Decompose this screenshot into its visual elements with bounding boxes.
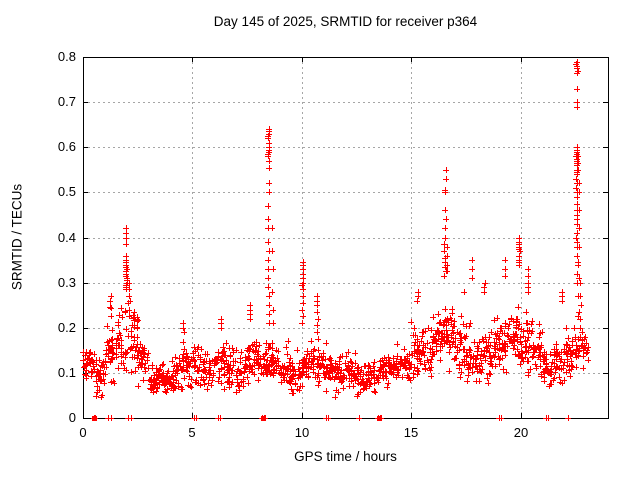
chart-title: Day 145 of 2025, SRMTID for receiver p36… (213, 14, 478, 29)
y-tick-label: 0.1 (57, 365, 76, 380)
y-axis-label: SRMTID / TECUs (9, 183, 25, 291)
y-tick-label: 0.8 (57, 49, 76, 64)
x-tick-label: 15 (403, 425, 419, 440)
y-tick-label: 0.6 (57, 139, 76, 154)
y-tick-label: 0.3 (57, 275, 76, 290)
x-axis-label: GPS time / hours (294, 449, 397, 464)
x-tick-label: 20 (513, 425, 529, 440)
y-tick-label: 0.4 (57, 230, 76, 245)
x-tick-label: 0 (79, 425, 87, 440)
y-tick-label: 0.5 (57, 184, 76, 199)
x-tick-label: 10 (294, 425, 310, 440)
y-tick-label: 0.7 (57, 94, 76, 109)
x-tick-label: 5 (188, 425, 196, 440)
y-tick-label: 0.2 (57, 320, 76, 335)
y-tick-label: 0 (68, 410, 76, 425)
